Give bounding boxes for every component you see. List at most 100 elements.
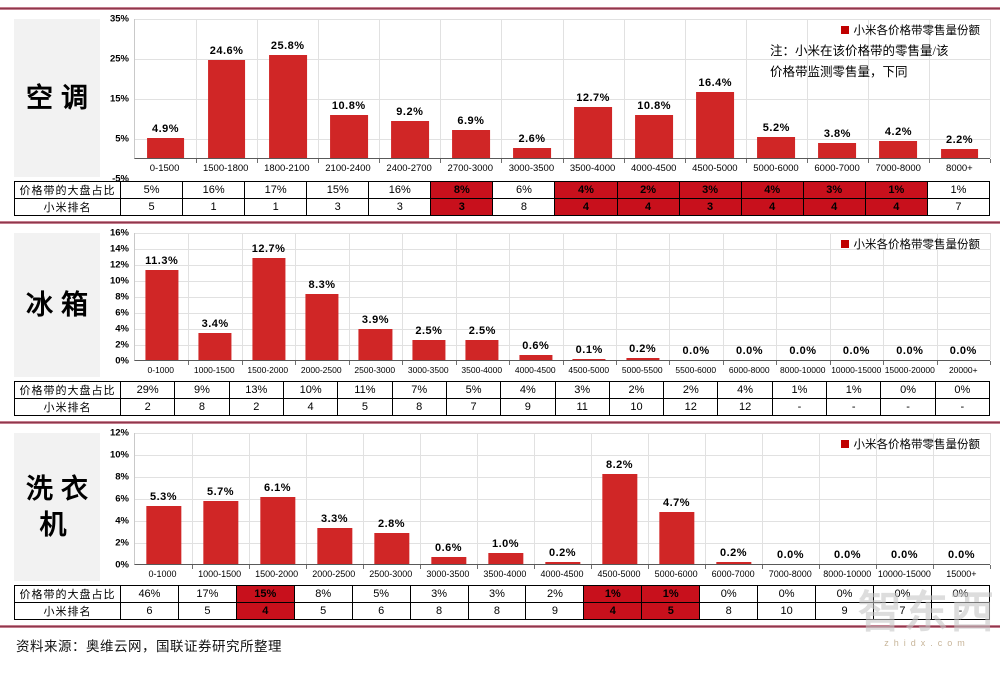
bar-slot: 0.0%: [723, 233, 776, 360]
panel-air-conditioner: 空调 35% 25% 15% 5% -5% 4.9% 24.6% 25.8% 10.8% 9.2%…: [0, 10, 1000, 221]
bar-slot: 16.4%: [685, 19, 746, 158]
bar-slot: 6.1%: [249, 433, 306, 564]
bar-value-label: 0.2%: [548, 546, 577, 559]
gridline-vertical: [684, 19, 686, 158]
x-axis-tick: [402, 361, 404, 365]
x-axis-label: 7000-8000: [875, 163, 921, 174]
table-cell: 5%: [445, 381, 502, 399]
x-axis-tick: [196, 159, 198, 163]
bar-value-label: 0.0%: [682, 345, 710, 357]
x-axis-tick: [257, 159, 259, 163]
gridline-vertical: [562, 233, 564, 360]
legend-marker-icon: [840, 240, 849, 248]
gridline-vertical: [776, 233, 778, 360]
bar-slot: 24.6%: [196, 19, 257, 158]
x-axis-label: 3500-4000: [483, 569, 527, 579]
bar-slot: 0.1%: [563, 233, 616, 360]
table-cell: 9%: [174, 381, 230, 399]
bar-slot: 0.6%: [509, 233, 562, 360]
x-axis-label: 2000-2500: [312, 569, 356, 579]
bar-slot: 4.7%: [648, 433, 705, 564]
table-cell: 5: [641, 602, 701, 620]
bar-value-label: 3.4%: [201, 317, 229, 330]
bar-slot: 0.0%: [776, 233, 829, 360]
x-axis-tick: [562, 159, 564, 163]
bar-value-label: 24.6%: [209, 44, 244, 57]
x-axis-tick: [501, 159, 503, 163]
bar-slot: 2.6%: [501, 19, 562, 158]
table-cell: 3%: [409, 585, 469, 603]
gridline-vertical: [623, 19, 625, 158]
table-cell: 16%: [368, 181, 432, 199]
bar-value-label: 4.9%: [151, 123, 180, 136]
x-axis-tick: [562, 361, 564, 365]
table-cell: 4: [740, 198, 804, 216]
x-axis-label: 2000-2500: [300, 365, 342, 375]
table-cell: 7%: [391, 381, 447, 399]
y-axis-label: 35%: [109, 13, 129, 25]
bar: [145, 269, 179, 360]
table-cell: 3%: [554, 381, 610, 399]
bar-slot: 3.4%: [188, 233, 241, 360]
gridline-vertical: [745, 19, 747, 158]
y-axis-label: 4%: [115, 515, 129, 527]
table-cell: 46%: [120, 585, 179, 603]
bar-slot: 0.2%: [534, 433, 591, 564]
x-axis-tick: [928, 159, 930, 163]
bar-value-label: 2.5%: [415, 325, 443, 337]
legend: 小米各价格带零售量份额: [840, 22, 980, 38]
x-axis-tick: [241, 361, 243, 365]
bar-value-label: 0.0%: [896, 345, 924, 357]
x-axis-tick: [623, 159, 625, 163]
gridline-vertical: [306, 433, 307, 564]
bar-value-label: 3.8%: [823, 127, 851, 140]
table-cell: 0%: [699, 585, 759, 603]
bar: [358, 328, 393, 360]
x-axis-label: 5000-6000: [753, 163, 799, 174]
y-axis-label: -5%: [112, 173, 129, 185]
bar-slot: 0.2%: [705, 433, 762, 564]
legend: 小米各价格带零售量份额: [840, 236, 980, 252]
bar: [390, 121, 429, 158]
x-axis-label: 0-1000: [147, 365, 174, 375]
bar: [305, 293, 339, 360]
plot-area: 5.3% 5.7% 6.1% 3.3% 2.8% 0.6% 1.0% 0.2% 8.2% 4.7%…: [134, 433, 991, 569]
gridline-vertical: [933, 433, 934, 564]
bottom-divider: [0, 625, 1000, 628]
gridline-vertical: [455, 233, 457, 360]
table-cell: 10: [608, 398, 665, 416]
bar: [574, 107, 613, 158]
gridline-vertical: [379, 19, 381, 158]
table-cell: 5%: [119, 181, 184, 199]
bar-chart-air-conditioner: 35% 25% 15% 5% -5% 4.9% 24.6% 25.8% 10.8% 9.2% 6.9…: [102, 14, 991, 185]
bar-value-label: 0.6%: [522, 340, 550, 353]
x-axis-tick: [295, 361, 297, 365]
table-cell: 6: [351, 602, 411, 620]
y-axis-label: 2%: [115, 537, 129, 549]
table-cell: -: [771, 398, 828, 416]
table-cell: 7: [926, 198, 991, 216]
table-cell: 1%: [583, 585, 643, 603]
x-axis-label: 1000-1500: [198, 569, 242, 579]
x-axis-tick: [990, 159, 991, 163]
bar: [412, 340, 446, 360]
bar-value-label: 10.8%: [637, 99, 672, 112]
table-row: 小米排名 5 1 1 3 3 3 8 4 4 3 4 4 4 7: [14, 198, 991, 216]
x-axis-label: 8000+: [946, 163, 973, 174]
x-axis-tick: [318, 159, 320, 163]
table-cell: 3: [368, 198, 432, 216]
chart-note: 注：小米在该价格带的零售量/该 价格带监测零售量，下同: [770, 44, 949, 80]
bar: [572, 359, 606, 360]
table-row-header: 价格带的大盘占比: [14, 585, 121, 603]
gridline-vertical: [928, 19, 930, 158]
bar-slot: 10.8%: [318, 19, 379, 158]
legend-marker-icon: [840, 26, 849, 34]
gridline-vertical: [829, 233, 831, 360]
bar-value-label: 2.5%: [468, 325, 496, 337]
bar-value-label: 5.3%: [149, 490, 178, 503]
gridline-vertical: [440, 19, 442, 158]
gridline-vertical: [762, 433, 763, 564]
table-cell: 0%: [880, 381, 936, 399]
x-axis-label: 2100-2400: [325, 163, 371, 174]
table-cell: 9: [815, 602, 874, 620]
